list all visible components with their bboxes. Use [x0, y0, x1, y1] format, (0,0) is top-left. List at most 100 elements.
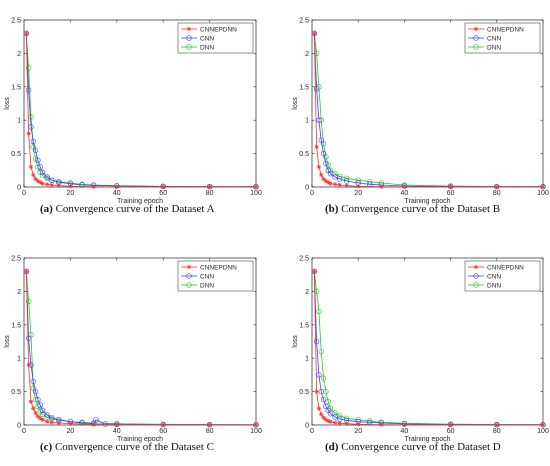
star-marker	[24, 31, 29, 36]
data-point	[323, 403, 329, 409]
data-point	[102, 421, 108, 427]
star-marker	[328, 181, 333, 186]
star-stroke	[26, 131, 31, 136]
star-marker	[45, 419, 50, 424]
star-marker	[56, 420, 61, 426]
star-stroke	[26, 363, 31, 367]
star-stroke	[207, 423, 212, 427]
legend-label: CNN	[200, 273, 214, 280]
data-point	[318, 137, 324, 143]
x-tick-label: 80	[493, 428, 501, 435]
star-stroke	[402, 185, 407, 189]
star-stroke	[324, 179, 328, 183]
caption-letter: (a)	[40, 203, 53, 215]
data-point	[44, 412, 50, 418]
star-marker	[207, 184, 212, 190]
star-marker	[31, 406, 36, 411]
star-marker	[45, 182, 50, 187]
x-axis-label: Training epoch	[117, 436, 163, 443]
star-stroke	[91, 422, 96, 427]
star-marker	[332, 420, 338, 425]
star-stroke	[187, 265, 191, 269]
star-marker	[312, 31, 317, 36]
chart-panel-3: 0 20 40 60 80 100 0 0.5 1 1.5 2 2.5 Training epoch lo…	[4, 256, 262, 454]
legend-label: CNNEPDNN	[200, 26, 237, 33]
x-tick-label: 100	[250, 428, 262, 435]
star-marker	[316, 406, 322, 411]
y-tick-label: 2	[305, 51, 309, 58]
star-stroke	[45, 182, 49, 187]
data-point	[25, 335, 32, 341]
legend-label: CNN	[200, 35, 214, 42]
legend-label: DNN	[200, 282, 214, 289]
star-marker	[26, 131, 31, 136]
data-point	[313, 338, 320, 345]
legend-label: DNN	[200, 44, 214, 51]
star-stroke	[312, 31, 317, 36]
star-marker	[344, 183, 349, 188]
series-line	[25, 271, 257, 426]
star-marker	[337, 421, 342, 426]
y-tick-label: 0	[305, 185, 309, 192]
star-stroke	[333, 182, 337, 187]
star-marker	[40, 417, 45, 422]
x-tick-label: 20	[354, 428, 362, 435]
legend-label: DNN	[487, 44, 501, 51]
star-stroke	[317, 406, 321, 411]
data-point	[313, 50, 320, 57]
panel-caption: (c) Convergence curve of the Dataset C	[40, 441, 214, 453]
y-tick-label: 1.5	[11, 322, 21, 329]
x-tick-label: 40	[401, 190, 409, 197]
data-point	[323, 160, 329, 167]
panel-caption: (b) Convergence curve of the Dataset B	[325, 203, 500, 215]
x-tick-label: 40	[401, 428, 409, 435]
y-tick-label: 2	[305, 289, 309, 296]
series-cnnepdnn	[24, 31, 259, 190]
data-point	[332, 174, 338, 180]
x-tick-label: 0	[22, 428, 26, 435]
star-marker	[448, 184, 453, 190]
star-stroke	[326, 180, 330, 185]
star-stroke	[40, 181, 45, 186]
star-stroke	[207, 185, 212, 189]
star-stroke	[57, 421, 61, 425]
legend-label: CNNEPDNN	[487, 26, 524, 33]
star-stroke	[31, 173, 36, 177]
y-tick-label: 0.5	[11, 151, 21, 158]
star-stroke	[36, 179, 40, 183]
star-stroke	[31, 406, 36, 411]
series-cnnepdnn	[24, 269, 259, 428]
star-marker	[473, 264, 479, 270]
star-stroke	[448, 185, 453, 189]
data-point	[320, 375, 327, 381]
legend-swatch-marker	[473, 282, 479, 288]
star-stroke	[254, 185, 258, 189]
legend-swatch-marker	[186, 273, 192, 279]
star-stroke	[379, 184, 384, 189]
star-marker	[316, 164, 322, 170]
y-tick-label: 0.5	[11, 389, 21, 396]
star-marker	[24, 269, 29, 274]
star-stroke	[356, 184, 360, 189]
y-tick-label: 1	[305, 356, 309, 363]
star-marker	[31, 172, 36, 178]
star-marker	[319, 172, 324, 178]
data-point	[49, 177, 55, 184]
star-marker	[319, 412, 324, 417]
star-marker	[379, 184, 384, 189]
star-stroke	[324, 417, 328, 422]
legend-label: CNNEPDNN	[200, 264, 237, 271]
data-point	[343, 415, 350, 422]
y-tick-label: 0.5	[299, 389, 309, 396]
data-point	[35, 157, 41, 163]
y-tick-label: 1.5	[299, 322, 309, 329]
star-stroke	[379, 422, 384, 427]
star-marker	[473, 26, 479, 32]
y-tick-label: 2	[17, 51, 21, 58]
data-point	[39, 169, 46, 176]
x-tick-label: 80	[206, 190, 214, 197]
caption-text: Convergence curve of the Dataset A	[53, 203, 215, 215]
panel-caption: (d) Convergence curve of the Dataset D	[325, 441, 501, 453]
star-stroke	[91, 184, 96, 189]
star-stroke	[312, 269, 317, 274]
